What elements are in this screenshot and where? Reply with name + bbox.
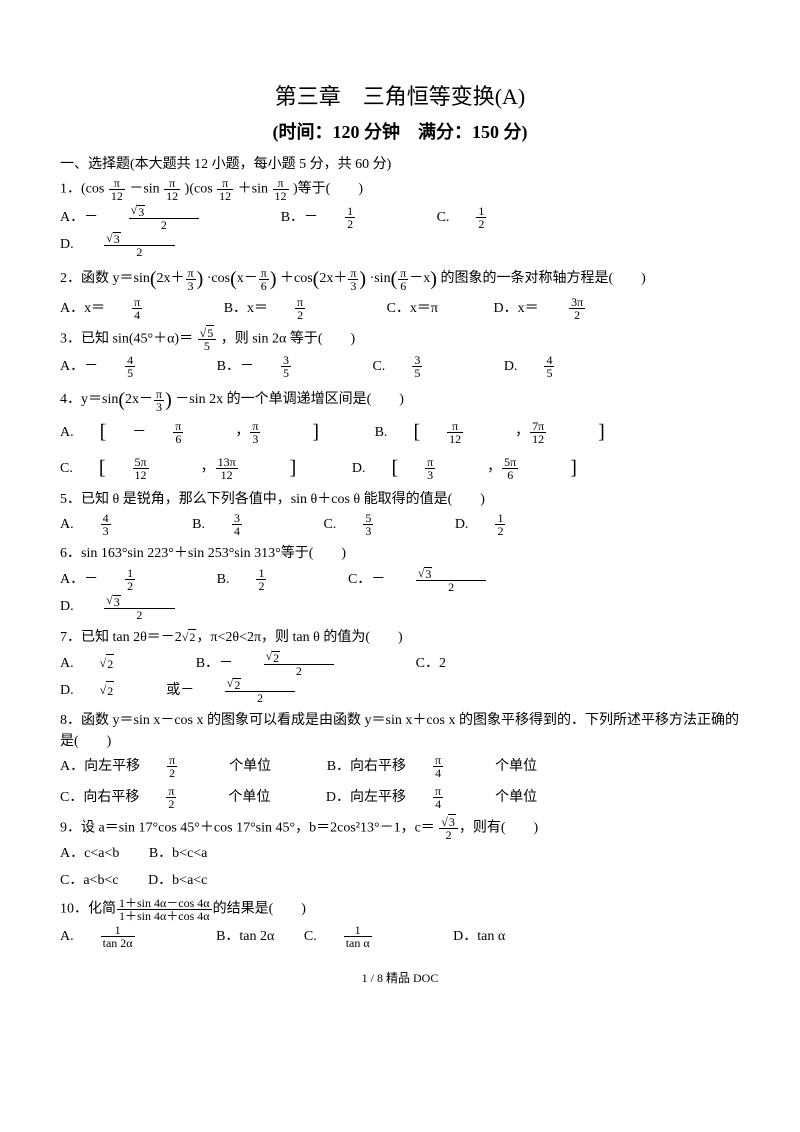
page-footer: 1 / 8 精品 DOC <box>60 969 740 987</box>
q6-options: A．－12 B.12 C．－ 32 D. 32 <box>60 566 740 620</box>
section-heading: 一、选择题(本大题共 12 小题，每小题 5 分，共 60 分) <box>60 154 740 175</box>
q8-options-row2: C．向右平移π2个单位 D．向左平移π4个单位 <box>60 785 740 810</box>
question-7: 7．已知 tan 2θ＝－22，π<2θ<2π，则 tan θ 的值为( ) <box>60 627 740 648</box>
chapter-title: 第三章 三角恒等变换(A) <box>60 80 740 113</box>
question-1: 1．(cos π12 －sin π12 )(cos π12 ＋sin π12 )… <box>60 177 740 202</box>
question-3: 3．已知 sin(45°＋α)＝ 55 ，则 sin 2α 等于( ) <box>60 327 740 352</box>
question-8: 8．函数 y＝sin x－cos x 的图象可以看成是由函数 y＝sin x＋c… <box>60 710 740 752</box>
q4-options-row1: A.[－π6，π3] B.[π12，7π12] <box>60 417 740 447</box>
q4-options-row2: C.[5π12，13π12] D.[π3，5π6] <box>60 453 740 483</box>
q10-options: A.1tan 2α B．tan 2α C.1tan α D．tan α <box>60 924 740 949</box>
q8-options-row1: A．向左平移π2个单位 B．向右平移π4个单位 <box>60 754 740 779</box>
q5-options: A.43 B.34 C.53 D.12 <box>60 512 740 537</box>
question-9: 9．设 a＝sin 17°cos 45°＋cos 17°sin 45°，b＝2c… <box>60 816 740 841</box>
q1-text: 1．(cos <box>60 182 108 197</box>
question-4: 4．y＝sin(2x－π3) －sin 2x 的一个单调递增区间是( ) <box>60 385 740 415</box>
question-5: 5．已知 θ 是锐角，那么下列各值中，sin θ＋cos θ 能取得的值是( ) <box>60 489 740 510</box>
q1-options: A．－ 32 B．－12 C.12 D. 32 <box>60 204 740 258</box>
question-2: 2．函数 y＝sin(2x＋π3) ·cos(x－π6) ＋cos(2x＋π3)… <box>60 264 740 294</box>
exam-info: (时间：120 分钟 满分：150 分) <box>60 119 740 146</box>
q9-options-row1: A．c<a<b B．b<c<a <box>60 843 740 864</box>
frac: π12 <box>109 177 125 202</box>
question-6: 6．sin 163°sin 223°＋sin 253°sin 313°等于( ) <box>60 543 740 564</box>
q3-options: A．－45 B．－35 C.35 D.45 <box>60 354 740 379</box>
q7-options: A.2 B．－ 22 C．2 D.2或－ 22 <box>60 650 740 704</box>
q2-options: A．x＝π4 B．x＝π2 C．x＝π D．x＝ 3π2 <box>60 296 740 321</box>
question-10: 10．化简1＋sin 4α－cos 4α1＋sin 4α＋cos 4α的结果是(… <box>60 897 740 922</box>
q9-options-row2: C．a<b<c D．b<a<c <box>60 870 740 891</box>
